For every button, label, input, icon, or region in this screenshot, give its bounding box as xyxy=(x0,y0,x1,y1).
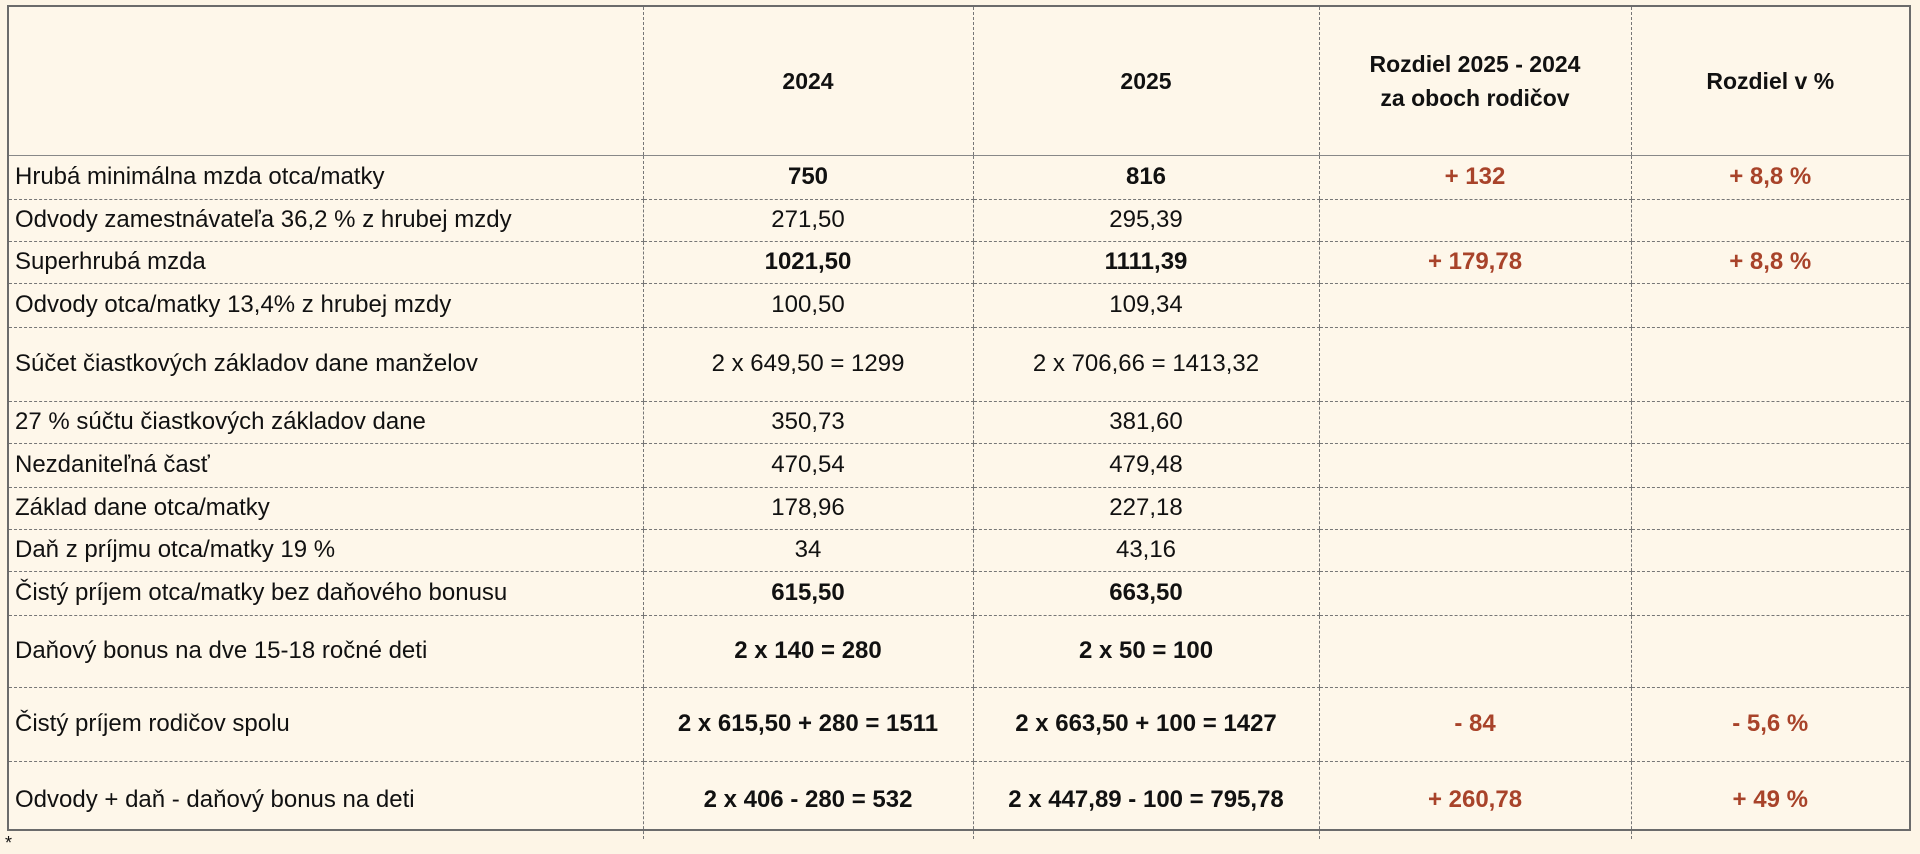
value-2025: 295,39 xyxy=(972,199,1319,242)
table-row: 27 % súčtu čiastkových základov dane 350… xyxy=(9,401,1909,444)
row-label: Nezdaniteľná časť xyxy=(9,443,643,488)
difference-percent: + 49 % xyxy=(1630,761,1909,839)
value-2024: 2 x 615,50 + 280 = 1511 xyxy=(642,687,973,762)
value-2025: 2 x 447,89 - 100 = 795,78 xyxy=(972,761,1319,839)
difference-value: + 179,78 xyxy=(1318,241,1631,284)
difference-percent xyxy=(1630,199,1909,242)
difference-percent xyxy=(1630,327,1909,402)
row-label: Základ dane otca/matky xyxy=(9,487,643,530)
value-2024: 100,50 xyxy=(642,283,973,328)
difference-value xyxy=(1318,571,1631,616)
difference-percent xyxy=(1630,487,1909,530)
header-difference-line1: Rozdiel 2025 - 2024 xyxy=(1369,50,1581,77)
row-label: Súčet čiastkových základov dane manželov xyxy=(9,327,643,402)
value-2024: 750 xyxy=(642,155,973,200)
header-empty-cell xyxy=(9,7,643,156)
difference-value: - 84 xyxy=(1318,687,1631,762)
value-2024: 2 x 140 = 280 xyxy=(642,615,973,688)
difference-percent xyxy=(1630,443,1909,488)
difference-percent: - 5,6 % xyxy=(1630,687,1909,762)
difference-value xyxy=(1318,443,1631,488)
table-frame: 2024 2025 Rozdiel 2025 - 2024 za oboch r… xyxy=(7,5,1911,839)
header-difference: Rozdiel 2025 - 2024 za oboch rodičov xyxy=(1318,7,1631,156)
value-2025: 2 x 706,66 = 1413,32 xyxy=(972,327,1319,402)
header-difference-line2: za oboch rodičov xyxy=(1380,84,1570,111)
value-2025: 1111,39 xyxy=(972,241,1319,284)
difference-value xyxy=(1318,615,1631,688)
row-label: Odvody zamestnávateľa 36,2 % z hrubej mz… xyxy=(9,199,643,242)
row-label: Odvody otca/matky 13,4% z hrubej mzdy xyxy=(9,283,643,328)
difference-value xyxy=(1318,283,1631,328)
header-difference-percent: Rozdiel v % xyxy=(1630,7,1909,156)
value-2025: 2 x 50 = 100 xyxy=(972,615,1319,688)
table-row: Odvody otca/matky 13,4% z hrubej mzdy 10… xyxy=(9,283,1909,328)
row-label: Hrubá minimálna mzda otca/matky xyxy=(9,155,643,200)
value-2024: 1021,50 xyxy=(642,241,973,284)
value-2024: 34 xyxy=(642,529,973,572)
row-label: Čistý príjem rodičov spolu xyxy=(9,687,643,762)
value-2024: 470,54 xyxy=(642,443,973,488)
difference-value xyxy=(1318,327,1631,402)
value-2024: 271,50 xyxy=(642,199,973,242)
row-label: Daňový bonus na dve 15-18 ročné deti xyxy=(9,615,643,688)
value-2025: 2 x 663,50 + 100 = 1427 xyxy=(972,687,1319,762)
header-2024: 2024 xyxy=(642,7,973,156)
value-2025: 663,50 xyxy=(972,571,1319,616)
table-row: Základ dane otca/matky 178,96 227,18 xyxy=(9,487,1909,530)
value-2025: 43,16 xyxy=(972,529,1319,572)
table-row: Daň z príjmu otca/matky 19 % 34 43,16 xyxy=(9,529,1909,572)
value-2024: 2 x 406 - 280 = 532 xyxy=(642,761,973,839)
difference-percent: + 8,8 % xyxy=(1630,241,1909,284)
difference-value: + 132 xyxy=(1318,155,1631,200)
value-2024: 2 x 649,50 = 1299 xyxy=(642,327,973,402)
difference-percent xyxy=(1630,615,1909,688)
table-row: Odvody zamestnávateľa 36,2 % z hrubej mz… xyxy=(9,199,1909,242)
difference-percent xyxy=(1630,401,1909,444)
difference-value xyxy=(1318,487,1631,530)
value-2025: 381,60 xyxy=(972,401,1319,444)
difference-value xyxy=(1318,401,1631,444)
row-label: Odvody + daň - daňový bonus na deti xyxy=(15,786,415,814)
table-row: Čistý príjem rodičov spolu 2 x 615,50 + … xyxy=(9,687,1909,762)
value-2024: 615,50 xyxy=(642,571,973,616)
table-row: Odvody + daň - daňový bonus na deti 2 x … xyxy=(9,761,1909,839)
header-row: 2024 2025 Rozdiel 2025 - 2024 za oboch r… xyxy=(9,7,1909,156)
table-row: Superhrubá mzda 1021,50 1111,39 + 179,78… xyxy=(9,241,1909,284)
row-label: Superhrubá mzda xyxy=(9,241,643,284)
row-label: Čistý príjem otca/matky bez daňového bon… xyxy=(9,571,643,616)
value-2025: 479,48 xyxy=(972,443,1319,488)
header-2025: 2025 xyxy=(972,7,1319,156)
value-2025: 227,18 xyxy=(972,487,1319,530)
value-2024: 178,96 xyxy=(642,487,973,530)
difference-value: + 260,78 xyxy=(1318,761,1631,839)
row-label: 27 % súčtu čiastkových základov dane xyxy=(9,401,643,444)
value-2025: 816 xyxy=(972,155,1319,200)
table-row: Daňový bonus na dve 15-18 ročné deti 2 x… xyxy=(9,615,1909,688)
table-row: Hrubá minimálna mzda otca/matky 750 816 … xyxy=(9,155,1909,200)
difference-percent xyxy=(1630,529,1909,572)
difference-percent xyxy=(1630,283,1909,328)
row-label: Daň z príjmu otca/matky 19 % xyxy=(9,529,643,572)
difference-value xyxy=(1318,199,1631,242)
difference-percent xyxy=(1630,571,1909,616)
difference-value xyxy=(1318,529,1631,572)
value-2025: 109,34 xyxy=(972,283,1319,328)
table-row: Súčet čiastkových základov dane manželov… xyxy=(9,327,1909,402)
table-row: Nezdaniteľná časť 470,54 479,48 xyxy=(9,443,1909,488)
difference-percent: + 8,8 % xyxy=(1630,155,1909,200)
value-2024: 350,73 xyxy=(642,401,973,444)
salary-tax-comparison-table: 2024 2025 Rozdiel 2025 - 2024 za oboch r… xyxy=(9,7,1909,839)
footnote-marker: * xyxy=(5,833,13,853)
table-row: Čistý príjem otca/matky bez daňového bon… xyxy=(9,571,1909,616)
